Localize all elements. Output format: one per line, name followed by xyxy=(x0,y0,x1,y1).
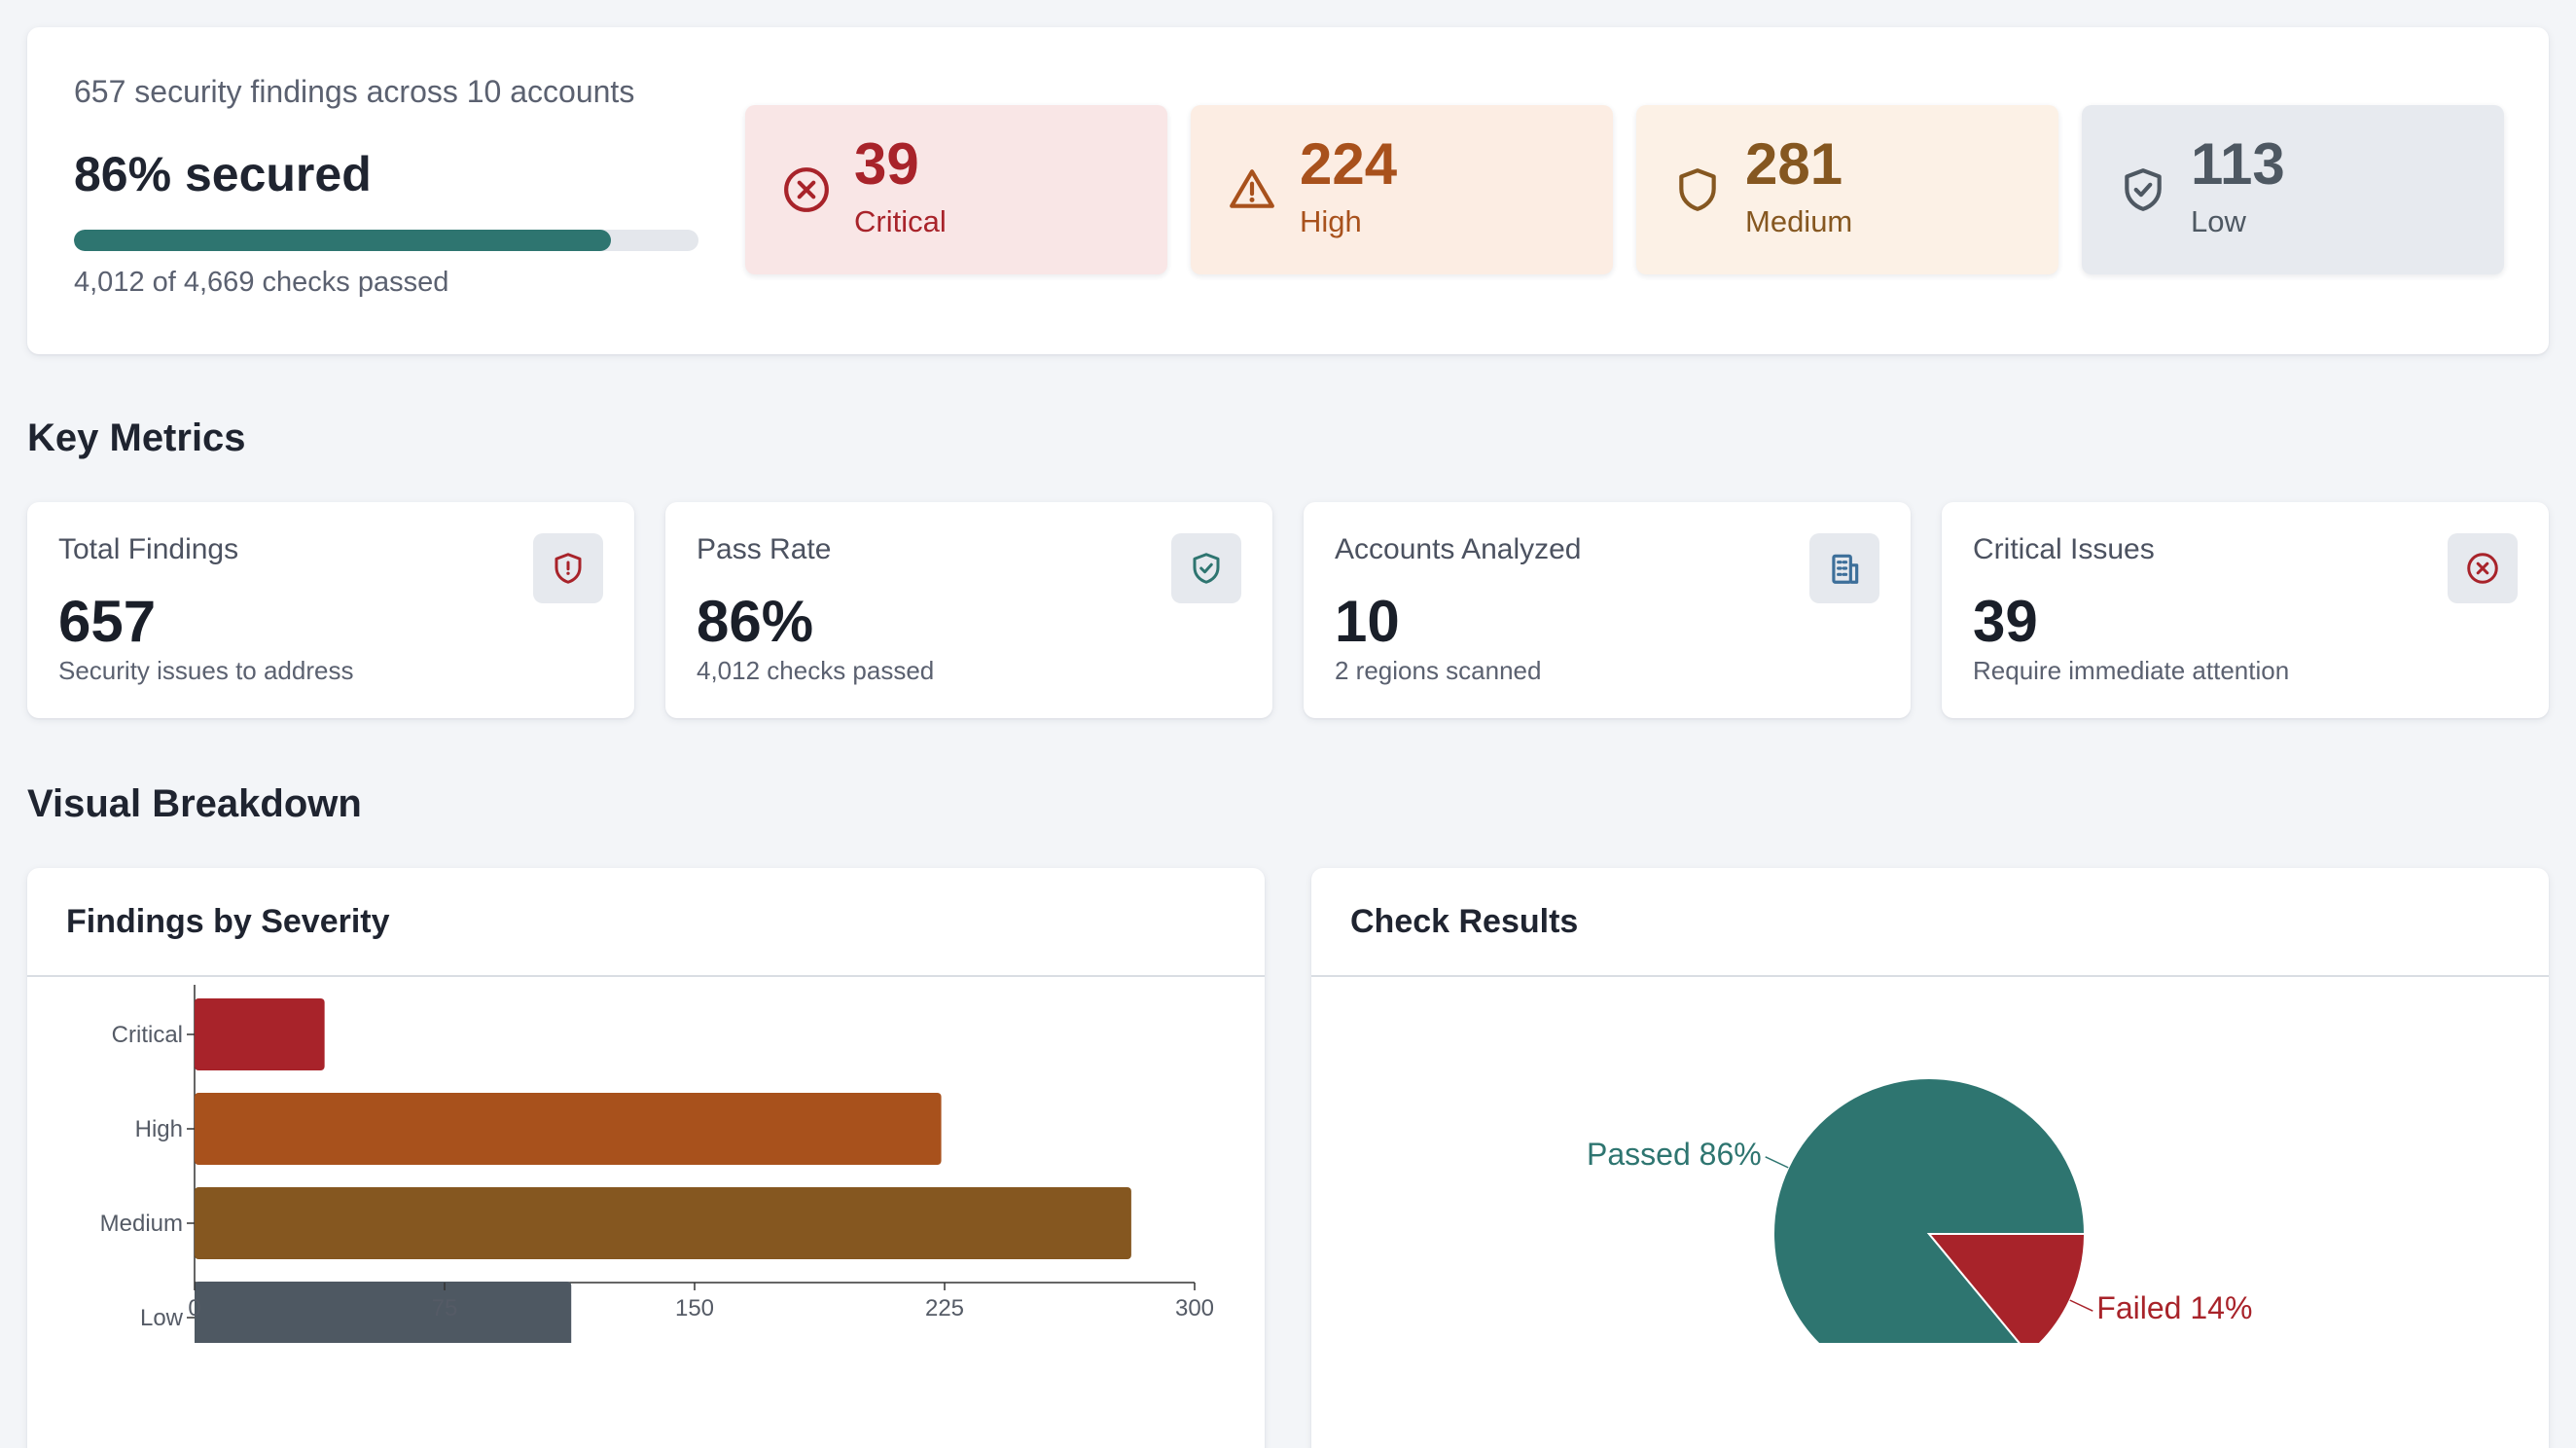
metric-card-total-findings[interactable]: Total Findings 657 Security issues to ad… xyxy=(27,502,634,718)
chart-title: Check Results xyxy=(1350,903,1579,940)
bar-medium[interactable] xyxy=(195,1187,1131,1259)
building-icon xyxy=(1809,533,1879,603)
metric-label: Pass Rate xyxy=(697,533,832,565)
metric-card-critical-issues[interactable]: Critical Issues 39 Require immediate att… xyxy=(1942,502,2549,718)
chart-header: Check Results xyxy=(1311,868,2549,977)
x-tick-label: 300 xyxy=(1175,1295,1214,1321)
x-tick-label: 225 xyxy=(925,1295,964,1321)
metric-label: Critical Issues xyxy=(1973,533,2155,565)
metric-value: 657 xyxy=(58,589,157,654)
x-circle-icon xyxy=(784,167,829,212)
y-tick-label: High xyxy=(135,1116,183,1142)
pie-label-passed: Passed 86% xyxy=(1587,1137,1762,1172)
warning-triangle-icon xyxy=(1230,169,1274,208)
visual-breakdown-heading: Visual Breakdown xyxy=(27,782,362,825)
summary-subtitle: 657 security findings across 10 accounts xyxy=(74,74,635,109)
shield-icon xyxy=(1679,168,1716,211)
shield-check-icon xyxy=(1171,533,1241,603)
severity-count: 224 xyxy=(1300,131,1398,197)
metric-caption: Security issues to address xyxy=(58,656,354,685)
severity-label: Critical xyxy=(854,204,947,238)
x-tick-label: 150 xyxy=(675,1295,714,1321)
severity-count: 39 xyxy=(854,131,919,197)
bar-high[interactable] xyxy=(195,1093,942,1165)
bar-low[interactable] xyxy=(195,1282,572,1343)
check-results-card: Check Results Passed 86% Failed 14% xyxy=(1311,868,2549,1448)
pie-slice-passed[interactable] xyxy=(1772,1077,2087,1343)
x-tick-label: 0 xyxy=(188,1295,200,1321)
chart-title: Findings by Severity xyxy=(66,903,390,940)
severity-count: 281 xyxy=(1745,131,1843,197)
severity-label: Low xyxy=(2191,204,2246,238)
metric-caption: 4,012 checks passed xyxy=(697,656,935,685)
key-metrics-heading: Key Metrics xyxy=(27,416,246,459)
chart-header: Findings by Severity xyxy=(27,868,1265,977)
severity-label: Medium xyxy=(1745,204,1853,238)
check-results-pie-chart: Passed 86% Failed 14% xyxy=(1587,1077,2252,1343)
metric-label: Accounts Analyzed xyxy=(1335,533,1582,565)
severity-bar-chart: Critical High Medium Low 0 75 150 225 300 xyxy=(100,985,1214,1343)
secured-progress-fill xyxy=(74,230,612,251)
pie-leader-line xyxy=(2069,1299,2093,1312)
metric-value: 86% xyxy=(697,589,814,654)
summary-checks-passed: 4,012 of 4,669 checks passed xyxy=(74,267,449,298)
metric-value: 39 xyxy=(1973,589,2038,654)
y-tick-label: Critical xyxy=(112,1022,183,1048)
bar-critical[interactable] xyxy=(195,998,325,1070)
findings-by-severity-card: Findings by Severity Critical High Medium L… xyxy=(27,868,1265,1448)
pie-leader-line xyxy=(1765,1156,1789,1169)
metric-card-pass-rate[interactable]: Pass Rate 86% 4,012 checks passed xyxy=(665,502,1272,718)
metric-card-accounts-analyzed[interactable]: Accounts Analyzed 10 2 regions scanned xyxy=(1304,502,1911,718)
severity-tile-medium[interactable]: 281 Medium xyxy=(1636,105,2058,274)
severity-tile-low[interactable]: 113 Low xyxy=(2082,105,2504,274)
severity-label: High xyxy=(1300,204,1362,238)
y-tick-label: Low xyxy=(140,1305,184,1331)
pie-label-failed: Failed 14% xyxy=(2096,1290,2252,1325)
metric-caption: Require immediate attention xyxy=(1973,656,2290,685)
y-tick-label: Medium xyxy=(100,1211,183,1237)
x-circle-icon xyxy=(2448,533,2518,603)
secured-progress-bar xyxy=(74,230,698,251)
summary-card: 657 security findings across 10 accounts… xyxy=(27,27,2549,354)
shield-alert-icon xyxy=(533,533,603,603)
summary-secured-title: 86% secured xyxy=(74,147,372,201)
severity-tile-high[interactable]: 224 High xyxy=(1191,105,1613,274)
severity-count: 113 xyxy=(2191,131,2285,197)
x-tick-label: 75 xyxy=(432,1295,458,1321)
severity-tile-critical[interactable]: 39 Critical xyxy=(745,105,1167,274)
shield-check-icon xyxy=(2125,168,2162,211)
metric-label: Total Findings xyxy=(58,533,239,565)
metric-caption: 2 regions scanned xyxy=(1335,656,1542,685)
metric-value: 10 xyxy=(1335,589,1400,654)
